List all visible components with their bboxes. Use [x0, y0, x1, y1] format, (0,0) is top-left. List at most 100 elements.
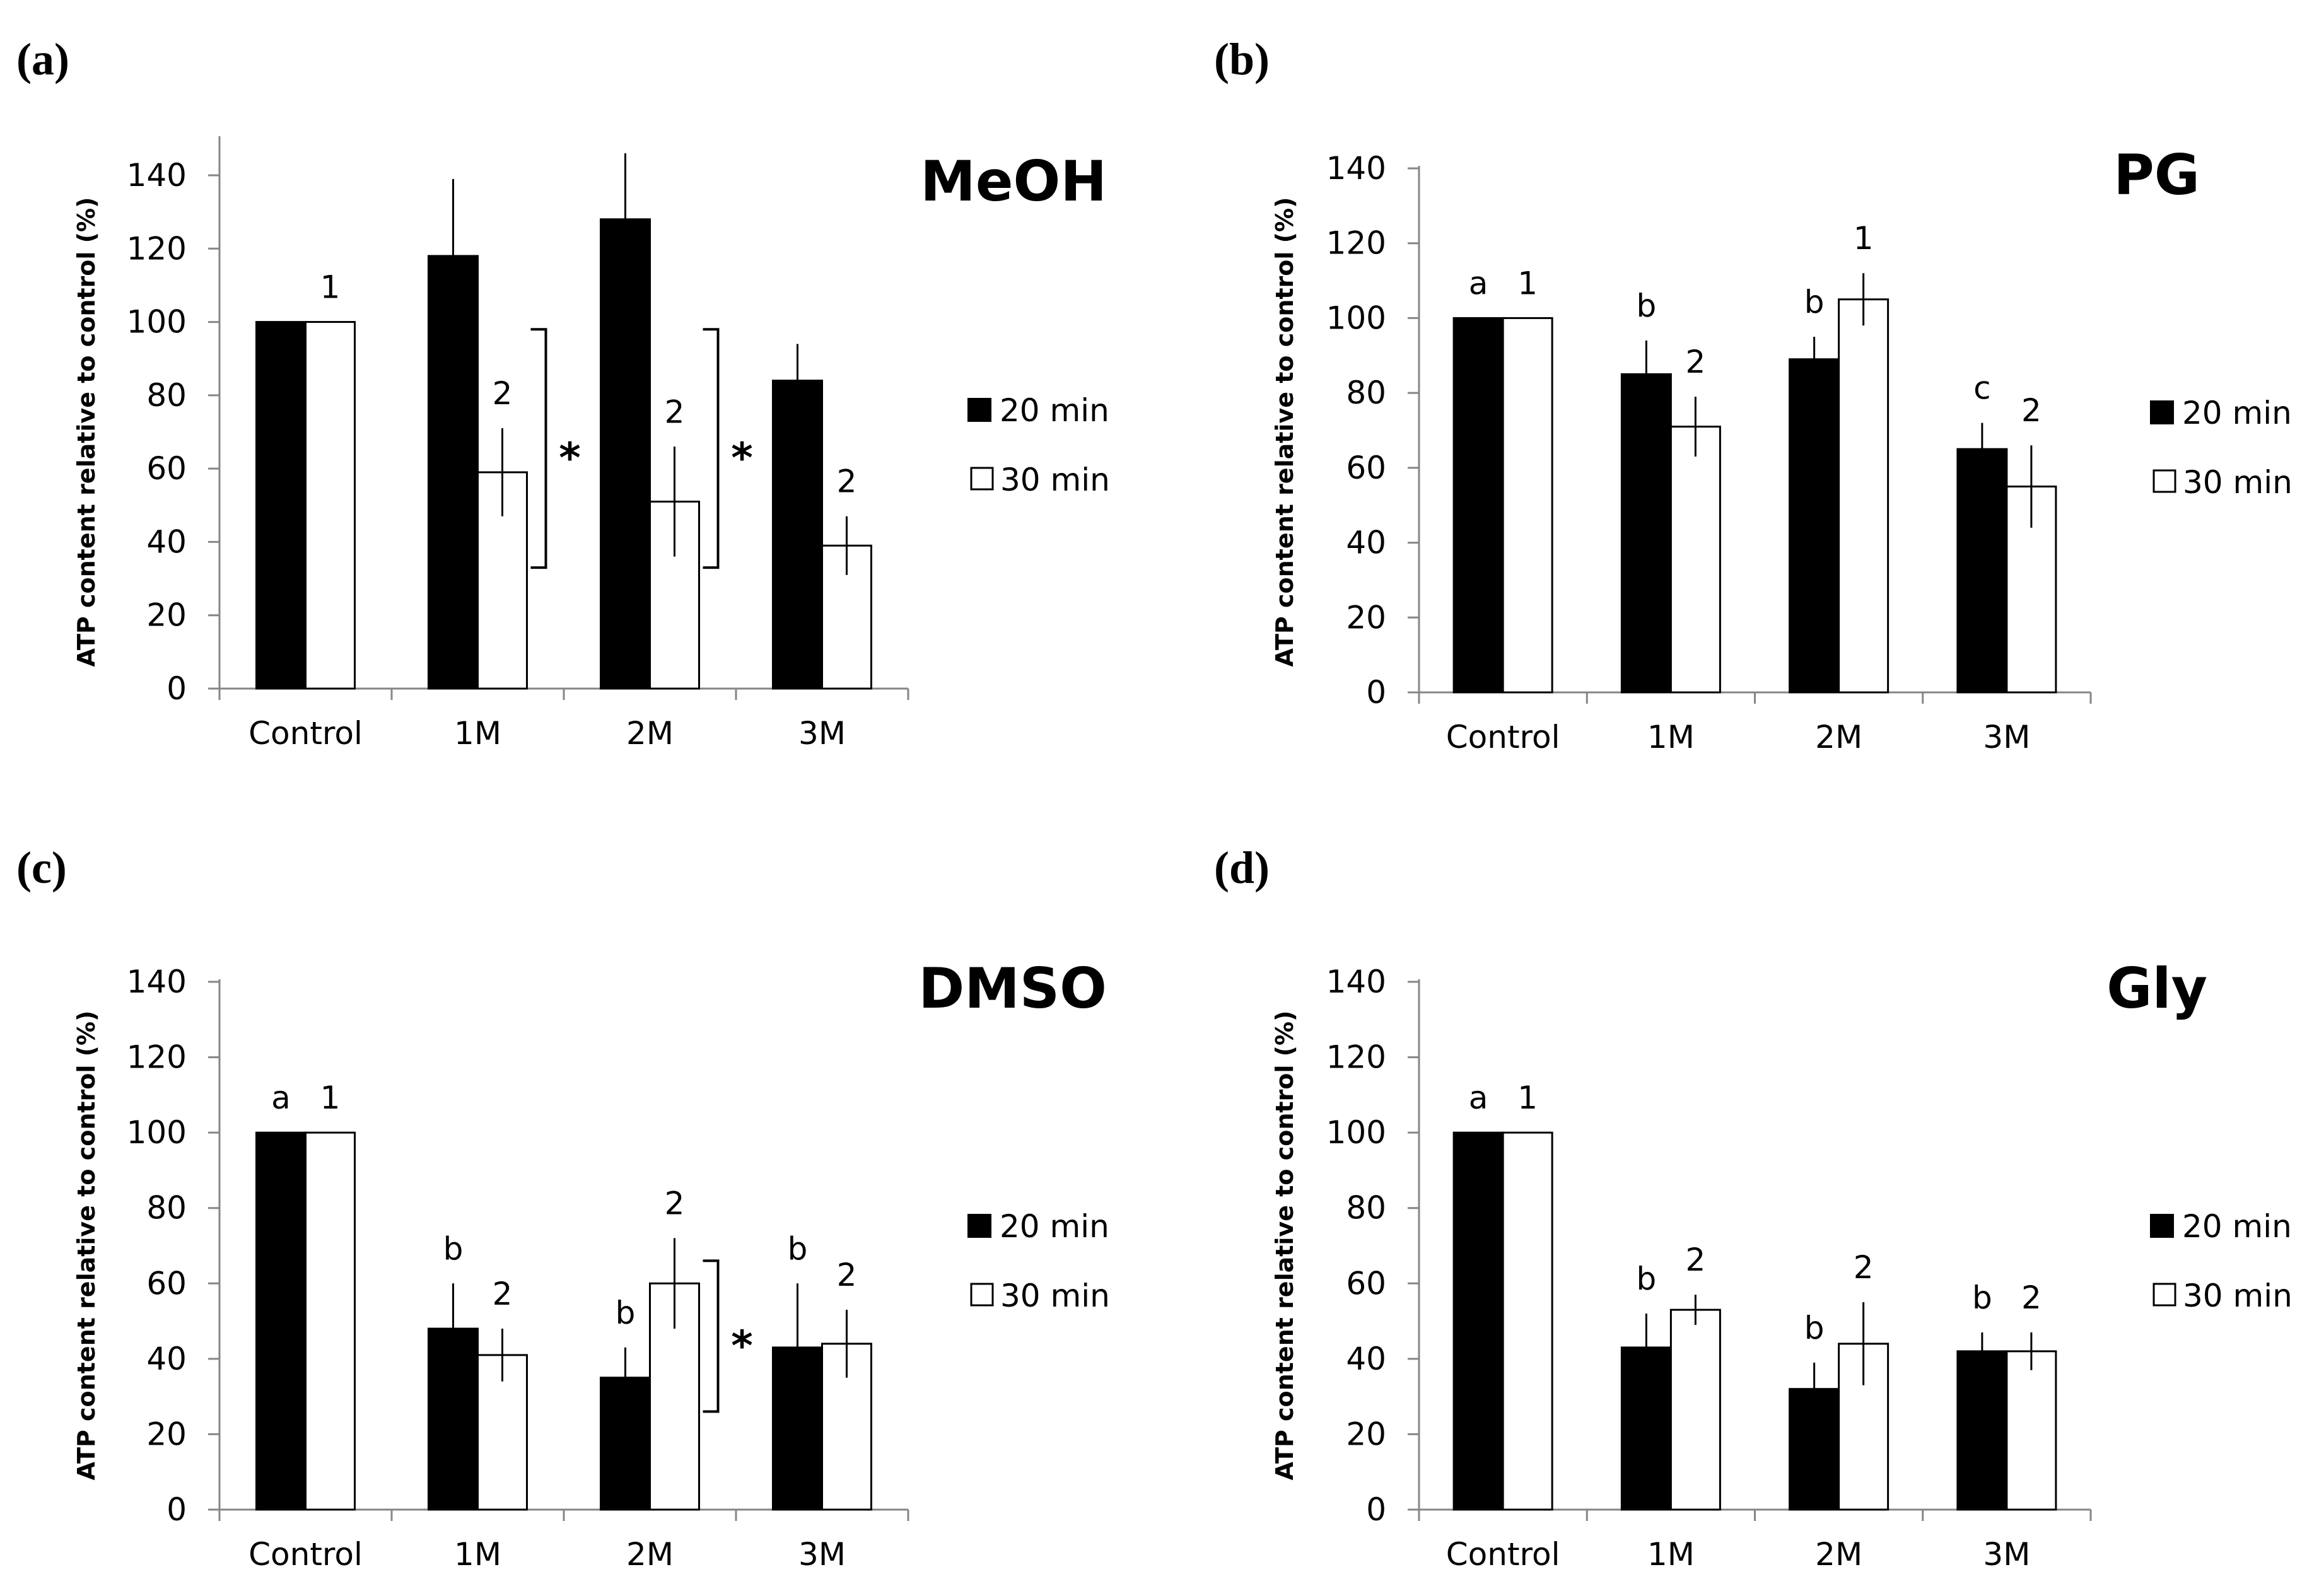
y-tick-label: 0: [1366, 674, 1386, 711]
significance-asterisk: *: [559, 434, 581, 482]
legend: 20 min 30 min: [967, 1208, 1110, 1314]
x-category-label: 3M: [1983, 1536, 2030, 1573]
y-tick-label: 80: [146, 1190, 187, 1226]
x-category-label: 2M: [626, 1536, 674, 1573]
bar-30-min: [821, 544, 872, 690]
bar-30-min: [305, 1131, 356, 1511]
y-axis-label: ATP content relative to control (%): [1271, 197, 1299, 667]
y-tick-label: 20: [146, 597, 187, 634]
bar-20-min: [1956, 1350, 2008, 1511]
y-tick-label: 40: [1346, 525, 1386, 561]
chart-title: Gly: [2106, 956, 2207, 1021]
x-category-label: 2M: [1815, 719, 1862, 755]
y-tick-label: 20: [1346, 1416, 1386, 1452]
y-tick-label: 40: [146, 1341, 187, 1377]
y-tick-label: 20: [146, 1416, 187, 1452]
panel-label: (d): [1214, 842, 1270, 893]
significance-label: 2: [2021, 392, 2042, 429]
y-tick-label: 100: [1326, 1114, 1386, 1151]
significance-label: 2: [493, 1276, 513, 1312]
x-category-label: Control: [1446, 719, 1560, 755]
x-category-label: 3M: [1983, 719, 2030, 755]
x-category-label: 2M: [626, 715, 674, 752]
significance-label: b: [443, 1230, 464, 1267]
significance-label: 1: [320, 1080, 341, 1116]
y-tick-label: 60: [1346, 1265, 1386, 1302]
significance-label: 2: [2021, 1279, 2042, 1316]
significance-label: a: [271, 1080, 291, 1116]
y-tick-label: 80: [1346, 375, 1386, 411]
x-category-label: 1M: [454, 1536, 501, 1573]
bar-30-min: [1669, 426, 1721, 694]
legend-label: 20 min: [2182, 395, 2292, 431]
y-axis-label: ATP content relative to control (%): [1271, 1011, 1299, 1481]
significance-label: 2: [1685, 344, 1705, 380]
x-category-label: 1M: [1647, 719, 1695, 755]
y-tick-label: 80: [1346, 1190, 1386, 1226]
significance-label: b: [1804, 284, 1825, 320]
significance-label: 2: [1685, 1242, 1705, 1278]
significance-label: b: [1637, 1261, 1657, 1297]
chart-title: PG: [2113, 143, 2200, 207]
significance-bracket: [530, 328, 547, 569]
x-category-label: 1M: [454, 715, 501, 752]
significance-label: b: [1637, 288, 1657, 324]
legend-label: 20 min: [2182, 1208, 2292, 1245]
legend-label: 30 min: [1000, 1278, 1110, 1314]
y-tick-label: 100: [127, 1114, 187, 1151]
bar-20-min: [600, 218, 651, 690]
significance-label: b: [616, 1295, 636, 1331]
bar-30-min: [1502, 1131, 1553, 1511]
bar-20-min: [1956, 448, 2008, 694]
y-tick-label: 40: [1346, 1341, 1386, 1377]
y-tick-label: 40: [146, 523, 187, 560]
chart-title: MeOH: [920, 149, 1107, 214]
significance-label: b: [788, 1230, 808, 1267]
bar-30-min: [1502, 317, 1553, 694]
significance-asterisk: *: [731, 1322, 753, 1370]
significance-label: 2: [1854, 1249, 1874, 1286]
significance-label: 2: [837, 463, 857, 500]
x-category-label: Control: [248, 1536, 363, 1573]
y-tick-label: 100: [127, 304, 187, 341]
bar-30-min: [1669, 1308, 1721, 1511]
legend: 20 min 30 min: [2150, 395, 2293, 501]
y-tick-label: 60: [1346, 450, 1386, 486]
y-tick-label: 0: [1366, 1491, 1386, 1528]
y-tick-label: 100: [1326, 300, 1386, 336]
bar-30-min: [305, 321, 356, 690]
bar-20-min: [1452, 1131, 1504, 1511]
x-category-label: 3M: [798, 715, 846, 752]
legend-swatch-30-min: [970, 467, 994, 491]
legend-swatch-30-min: [970, 1283, 994, 1307]
significance-asterisk: *: [731, 434, 753, 482]
x-category-label: 2M: [1815, 1536, 1862, 1573]
y-tick-label: 120: [127, 1039, 187, 1076]
y-tick-label: 140: [127, 157, 187, 194]
y-tick-label: 60: [146, 1265, 187, 1302]
panel-label: (b): [1214, 34, 1270, 84]
y-tick-label: 140: [1326, 964, 1386, 1000]
legend-label: 30 min: [2183, 464, 2293, 501]
legend-label: 30 min: [2183, 1278, 2293, 1314]
y-tick-label: 80: [146, 377, 187, 414]
bar-30-min: [2006, 1350, 2057, 1511]
chart-panel-1: (a) MeOH 0 20 40 60 80 100 120 140 ATP content rel…: [16, 34, 1110, 752]
bar-20-min: [1620, 373, 1672, 694]
y-tick-label: 20: [1346, 599, 1386, 636]
y-tick-label: 120: [127, 230, 187, 267]
legend-swatch-20-min: [967, 398, 991, 422]
legend-swatch-20-min: [2150, 1214, 2174, 1238]
significance-label: 2: [493, 375, 513, 412]
legend-swatch-20-min: [967, 1214, 991, 1238]
y-tick-label: 0: [166, 670, 187, 707]
panel-label: (a): [16, 34, 69, 84]
significance-label: a: [1469, 1080, 1488, 1116]
y-tick-label: 140: [127, 964, 187, 1000]
panel-label: (c): [16, 842, 67, 893]
y-axis-label: ATP content relative to control (%): [73, 197, 100, 667]
bar-30-min: [1838, 298, 1890, 694]
chart-panel-2: (b) PG 0 20 40 60 80 100 120 140 ATP content relat…: [1214, 34, 2293, 755]
bar-20-min: [772, 380, 823, 690]
chart-panel-3: (c) DMSO 0 20 40 60 80 100 120 140 ATP content rel…: [16, 842, 1110, 1573]
